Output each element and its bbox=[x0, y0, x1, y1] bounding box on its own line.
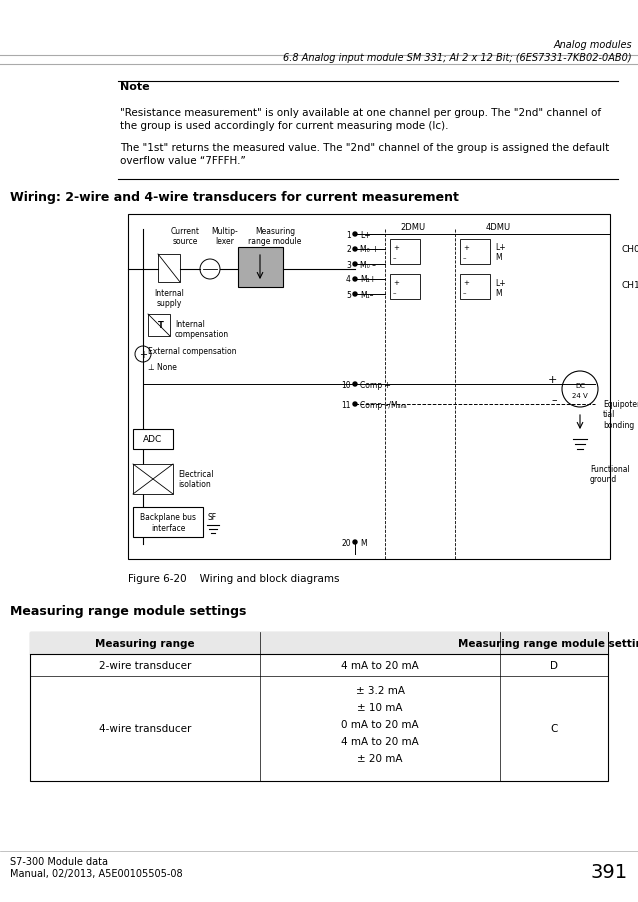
Text: Measuring
range module: Measuring range module bbox=[248, 226, 302, 246]
Text: 20: 20 bbox=[341, 538, 351, 547]
Text: M₁–: M₁– bbox=[360, 290, 373, 299]
Bar bbox=[128, 215, 610, 559]
Circle shape bbox=[353, 233, 357, 236]
Text: Measuring range: Measuring range bbox=[95, 639, 195, 649]
Text: +: + bbox=[463, 244, 469, 251]
Text: –: – bbox=[393, 254, 396, 261]
Text: 2-wire transducer: 2-wire transducer bbox=[99, 660, 191, 670]
Text: 6.8 Analog input module SM 331; AI 2 x 12 Bit; (6ES7331-7KB02-0AB0): 6.8 Analog input module SM 331; AI 2 x 1… bbox=[283, 53, 632, 63]
Text: L+: L+ bbox=[495, 278, 506, 287]
Text: 3: 3 bbox=[346, 260, 351, 269]
Bar bbox=[390, 275, 420, 299]
Text: M₀ –: M₀ – bbox=[360, 260, 376, 269]
Text: Comp +: Comp + bbox=[360, 380, 391, 389]
Text: 11: 11 bbox=[341, 400, 351, 409]
Text: 2: 2 bbox=[346, 245, 351, 254]
Text: 4: 4 bbox=[346, 275, 351, 284]
Text: 391: 391 bbox=[591, 862, 628, 881]
Text: Analog modules: Analog modules bbox=[553, 40, 632, 50]
Text: Electrical
isolation: Electrical isolation bbox=[178, 469, 214, 489]
Bar bbox=[30, 632, 608, 781]
Circle shape bbox=[353, 540, 357, 545]
Text: Functional
ground: Functional ground bbox=[590, 465, 630, 483]
Text: Measuring range module settings: Measuring range module settings bbox=[10, 604, 246, 617]
Text: +: + bbox=[393, 244, 399, 251]
Bar bbox=[133, 429, 173, 449]
Text: –: – bbox=[463, 290, 466, 296]
Text: 4-wire transducer: 4-wire transducer bbox=[99, 723, 191, 733]
Text: 10: 10 bbox=[341, 380, 351, 389]
Text: ADC: ADC bbox=[144, 435, 163, 444]
Text: +: + bbox=[547, 374, 557, 384]
Text: L+: L+ bbox=[495, 244, 506, 253]
Text: ± 3.2 mA: ± 3.2 mA bbox=[355, 686, 404, 695]
Circle shape bbox=[353, 262, 357, 267]
Text: M: M bbox=[495, 288, 501, 297]
Bar bbox=[390, 240, 420, 264]
Bar bbox=[30, 632, 608, 654]
Text: Manual, 02/2013, A5E00105505-08: Manual, 02/2013, A5E00105505-08 bbox=[10, 868, 182, 878]
Circle shape bbox=[353, 382, 357, 387]
Text: +: + bbox=[393, 280, 399, 286]
Text: Internal
compensation: Internal compensation bbox=[175, 319, 229, 339]
Text: –: – bbox=[463, 254, 466, 261]
Text: M₀ +: M₀ + bbox=[360, 245, 378, 254]
Bar bbox=[133, 465, 173, 494]
Bar bbox=[460, 240, 490, 264]
Text: SF: SF bbox=[208, 512, 217, 521]
Text: Figure 6-20    Wiring and block diagrams: Figure 6-20 Wiring and block diagrams bbox=[128, 574, 339, 584]
Text: ± 10 mA: ± 10 mA bbox=[357, 703, 403, 713]
Circle shape bbox=[353, 248, 357, 252]
Text: +: + bbox=[463, 280, 469, 286]
Text: CH0: CH0 bbox=[622, 245, 638, 254]
Text: Multip-
lexer: Multip- lexer bbox=[212, 226, 239, 246]
Text: 4 mA to 20 mA: 4 mA to 20 mA bbox=[341, 736, 419, 746]
Text: ⊥ None: ⊥ None bbox=[148, 364, 177, 373]
Text: +: + bbox=[139, 350, 147, 360]
Text: M: M bbox=[360, 538, 367, 547]
Text: 4DMU: 4DMU bbox=[486, 223, 510, 232]
Text: DC: DC bbox=[575, 382, 585, 389]
Text: 5: 5 bbox=[346, 290, 351, 299]
Text: External compensation: External compensation bbox=[148, 347, 237, 356]
Text: M₁+: M₁+ bbox=[360, 275, 376, 284]
Text: Wiring: 2-wire and 4-wire transducers for current measurement: Wiring: 2-wire and 4-wire transducers fo… bbox=[10, 191, 459, 204]
Text: Comp –/Mₐₙₐ: Comp –/Mₐₙₐ bbox=[360, 400, 406, 409]
Text: The "1st" returns the measured value. The "2nd" channel of the group is assigned: The "1st" returns the measured value. Th… bbox=[120, 143, 609, 166]
Text: 0 mA to 20 mA: 0 mA to 20 mA bbox=[341, 719, 419, 729]
Bar bbox=[238, 248, 283, 288]
Text: M: M bbox=[495, 253, 501, 262]
Text: –: – bbox=[393, 290, 396, 296]
Text: Note: Note bbox=[120, 82, 150, 92]
Text: 1: 1 bbox=[346, 230, 351, 239]
Bar bbox=[133, 508, 203, 538]
Circle shape bbox=[353, 278, 357, 281]
Text: Equipoten-
tial
bonding: Equipoten- tial bonding bbox=[603, 400, 638, 429]
Text: 4 mA to 20 mA: 4 mA to 20 mA bbox=[341, 660, 419, 670]
Bar bbox=[158, 254, 180, 282]
Text: Internal
supply: Internal supply bbox=[154, 289, 184, 308]
Circle shape bbox=[353, 402, 357, 407]
Bar bbox=[460, 275, 490, 299]
Text: 24 V: 24 V bbox=[572, 392, 588, 399]
Bar bbox=[148, 315, 170, 336]
Text: Measuring range module setting: Measuring range module setting bbox=[458, 639, 638, 649]
Text: Backplane bus
interface: Backplane bus interface bbox=[140, 512, 196, 532]
Text: L+: L+ bbox=[360, 230, 371, 239]
Text: "Resistance measurement" is only available at one channel per group. The "2nd" c: "Resistance measurement" is only availab… bbox=[120, 108, 601, 131]
Text: CH1: CH1 bbox=[622, 281, 638, 290]
Text: 2DMU: 2DMU bbox=[401, 223, 426, 232]
Text: D: D bbox=[550, 660, 558, 670]
Text: C: C bbox=[551, 723, 558, 733]
Text: T: T bbox=[158, 321, 164, 330]
Text: S7-300 Module data: S7-300 Module data bbox=[10, 856, 108, 866]
Text: ± 20 mA: ± 20 mA bbox=[357, 753, 403, 763]
Text: Current
source: Current source bbox=[170, 226, 200, 246]
Circle shape bbox=[353, 292, 357, 297]
Text: –: – bbox=[551, 394, 557, 405]
